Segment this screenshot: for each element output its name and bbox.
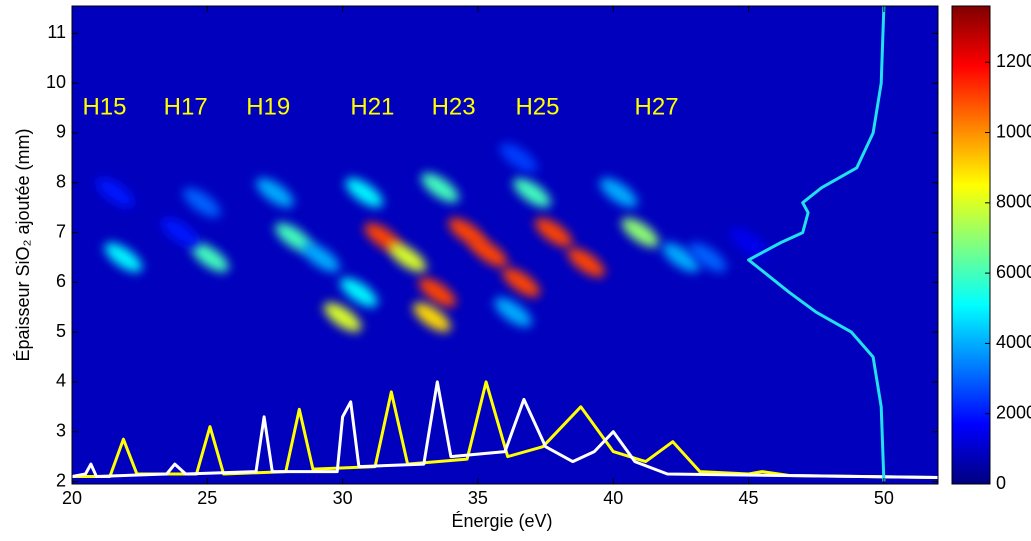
y-tick-label: 10 xyxy=(46,72,66,92)
heatmap-spot xyxy=(302,242,340,273)
y-tick-label: 7 xyxy=(56,221,66,241)
y-tick-label: 9 xyxy=(56,122,66,142)
plot-frame xyxy=(71,5,939,485)
x-axis-label: Énergie (eV) xyxy=(451,511,552,531)
x-tick-label: 40 xyxy=(603,488,623,508)
x-tick-label: 50 xyxy=(874,488,894,508)
heatmap-spot xyxy=(470,237,508,268)
plot-background xyxy=(72,6,938,484)
annotation: H21 xyxy=(350,93,394,120)
heatmap-spot xyxy=(729,227,768,258)
heatmap-spot xyxy=(104,242,143,273)
annotation: H25 xyxy=(515,93,559,120)
spectrum-line xyxy=(72,380,938,479)
colorbar-tick-label: 12000 xyxy=(996,51,1031,71)
y-tick-label: 8 xyxy=(56,172,66,192)
heatmap-spot xyxy=(345,178,384,208)
annotation: H27 xyxy=(635,93,679,120)
y-tick-label: 3 xyxy=(56,420,66,440)
heatmap-spot xyxy=(499,143,538,173)
heatmap-spot xyxy=(502,267,540,297)
heatmap-spot xyxy=(418,277,457,307)
y-tick-label: 5 xyxy=(56,321,66,341)
heatmap-spot xyxy=(621,217,660,248)
heatmap-spot xyxy=(388,242,427,273)
colorbar xyxy=(951,5,991,485)
x-tick-label: 30 xyxy=(333,488,353,508)
spectrum-line xyxy=(72,380,938,479)
heatmap-spot xyxy=(340,277,378,307)
heatmap-spot xyxy=(183,188,221,218)
y-axis-label: Épaisseur SiO₂ ajoutée (mm) xyxy=(13,128,33,361)
x-tick-label: 45 xyxy=(739,488,759,508)
spectrum-line xyxy=(747,6,886,482)
x-tick-label: 20 xyxy=(62,488,82,508)
colorbar-tick-label: 0 xyxy=(996,473,1006,493)
heatmap-spot xyxy=(191,242,229,273)
annotation: H15 xyxy=(82,93,126,120)
y-tick-label: 6 xyxy=(56,271,66,291)
heatmap-spot xyxy=(599,178,638,208)
heatmap-spot xyxy=(689,242,727,273)
colorbar-tick-label: 2000 xyxy=(996,402,1031,422)
heatmap-spot xyxy=(413,302,451,332)
heatmap-spot xyxy=(567,247,605,278)
heatmap-spot xyxy=(161,217,199,248)
heatmap-spot xyxy=(662,242,700,273)
y-tick-label: 11 xyxy=(47,22,66,42)
y-tick-label: 2 xyxy=(56,470,66,490)
x-tick-label: 35 xyxy=(468,488,488,508)
heatmap-spot xyxy=(96,178,135,208)
heatmap-spot xyxy=(323,302,362,332)
annotation: H23 xyxy=(432,93,476,120)
heatmap xyxy=(72,6,938,482)
colorbar-tick-label: 8000 xyxy=(996,192,1031,212)
colorbar-tick-label: 6000 xyxy=(996,262,1031,282)
x-tick-label: 25 xyxy=(197,488,217,508)
heatmap-spot xyxy=(256,178,294,208)
heatmap-spot xyxy=(513,178,551,208)
heatmap-spot xyxy=(494,297,532,327)
colorbar-tick-label: 10000 xyxy=(996,121,1031,141)
heatmap-spot xyxy=(421,173,459,203)
heatmap-spot xyxy=(534,217,573,248)
colorbar-tick-label: 4000 xyxy=(996,332,1031,352)
annotation: H19 xyxy=(246,93,290,120)
y-tick-label: 4 xyxy=(56,371,66,391)
annotation: H17 xyxy=(164,93,208,120)
